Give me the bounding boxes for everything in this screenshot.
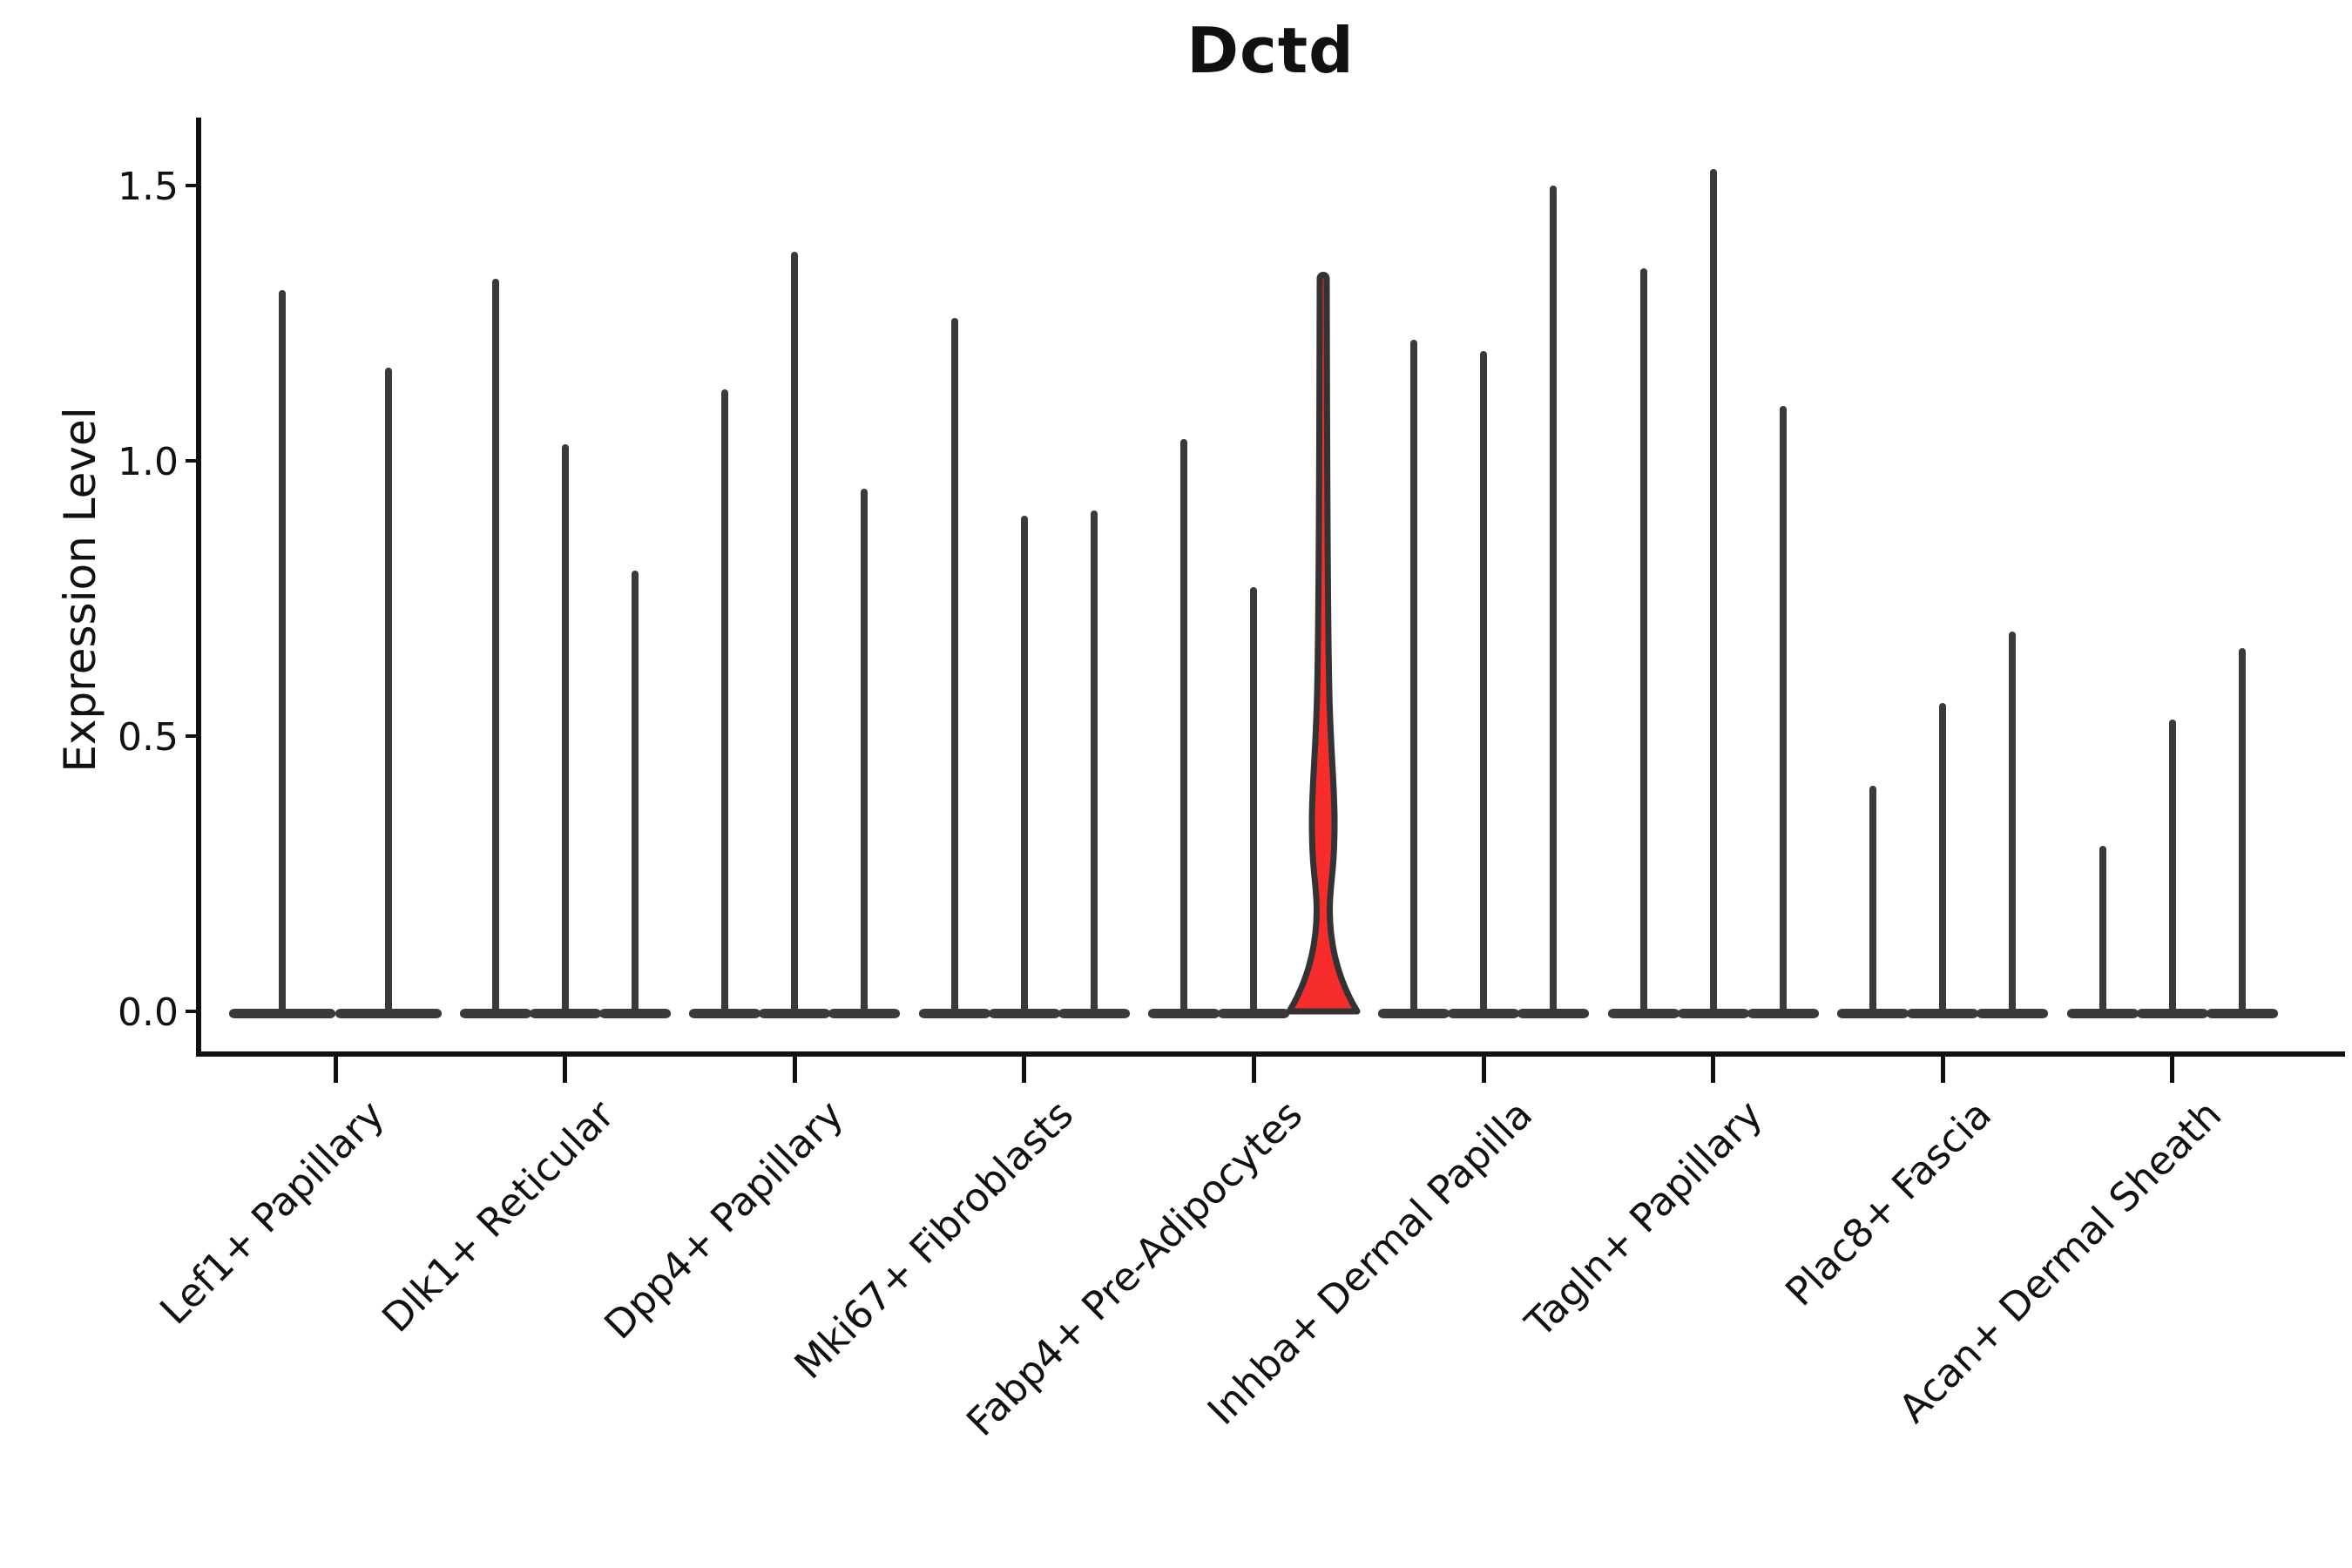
violin-spike [1180,438,1188,1015]
violin-spike [1639,267,1647,1015]
y-tick-mark [186,1010,196,1013]
x-tick-label-3: Dpp4+ Papillary [595,1091,853,1348]
x-tick-mark [563,1057,568,1083]
y-tick-label: 1.0 [118,440,179,484]
y-tick-label: 0.0 [118,990,179,1035]
violin-spike [1090,510,1098,1015]
x-tick-mark [1940,1057,1945,1083]
violin-spike [861,488,868,1015]
violin-spike [1779,405,1787,1015]
x-tick-mark [333,1057,338,1083]
x-tick-label-4: Mki67+ Fibroblasts [785,1091,1082,1389]
violin-spike [950,317,958,1015]
x-tick-mark [1711,1057,1716,1083]
y-tick-mark [186,184,196,187]
violin-spike [561,444,569,1015]
y-axis-label: Expression Level [55,407,105,773]
x-axis-spine [196,1051,2345,1057]
violin-spike [491,279,499,1015]
violin-spike [1709,169,1717,1015]
y-axis-spine [196,118,201,1057]
violin-spike [1480,350,1487,1015]
violin-spike [1869,785,1877,1015]
x-tick-mark [792,1057,797,1083]
x-tick-label-6: Inhba+ Dermal Papilla [1198,1091,1542,1434]
violin-spike [1410,339,1417,1015]
x-tick-label-9: Acan+ Dermal Sheath [1889,1091,2230,1432]
violin-spike [631,571,639,1015]
x-tick-mark [1022,1057,1027,1083]
x-tick-mark [1251,1057,1256,1083]
x-tick-label-2: Dlk1+ Reticular [372,1091,623,1342]
x-tick-mark [2170,1057,2175,1083]
x-tick-mark [1481,1057,1486,1083]
violin-spike [1020,516,1028,1015]
highlighted-violin-shape [1286,272,1361,1015]
violin-spike [2238,647,2246,1015]
highlighted-violin [1286,272,1361,1015]
violin-spike [721,389,729,1015]
y-tick-label: 1.5 [118,165,179,209]
violin-spike [279,290,286,1015]
y-tick-label: 0.5 [118,715,179,760]
violin-spike [2099,846,2106,1015]
chart-title: Dctd [1186,14,1355,87]
violin-spike [1250,587,1258,1015]
violin-spike [1550,186,1557,1015]
y-tick-mark [186,459,196,463]
violin-spike [791,251,799,1015]
x-tick-label-8: Plac8+ Fascia [1776,1091,2001,1315]
violin-spike [1939,703,1947,1015]
x-tick-label-5: Fabp4+ Pre-Adipocytes [957,1091,1312,1445]
violin-spike [385,367,392,1015]
violin-spike [2168,720,2176,1015]
violin-spike [2009,631,2017,1015]
y-tick-mark [186,734,196,738]
x-tick-label-7: Tagln+ Papillary [1516,1091,1771,1347]
